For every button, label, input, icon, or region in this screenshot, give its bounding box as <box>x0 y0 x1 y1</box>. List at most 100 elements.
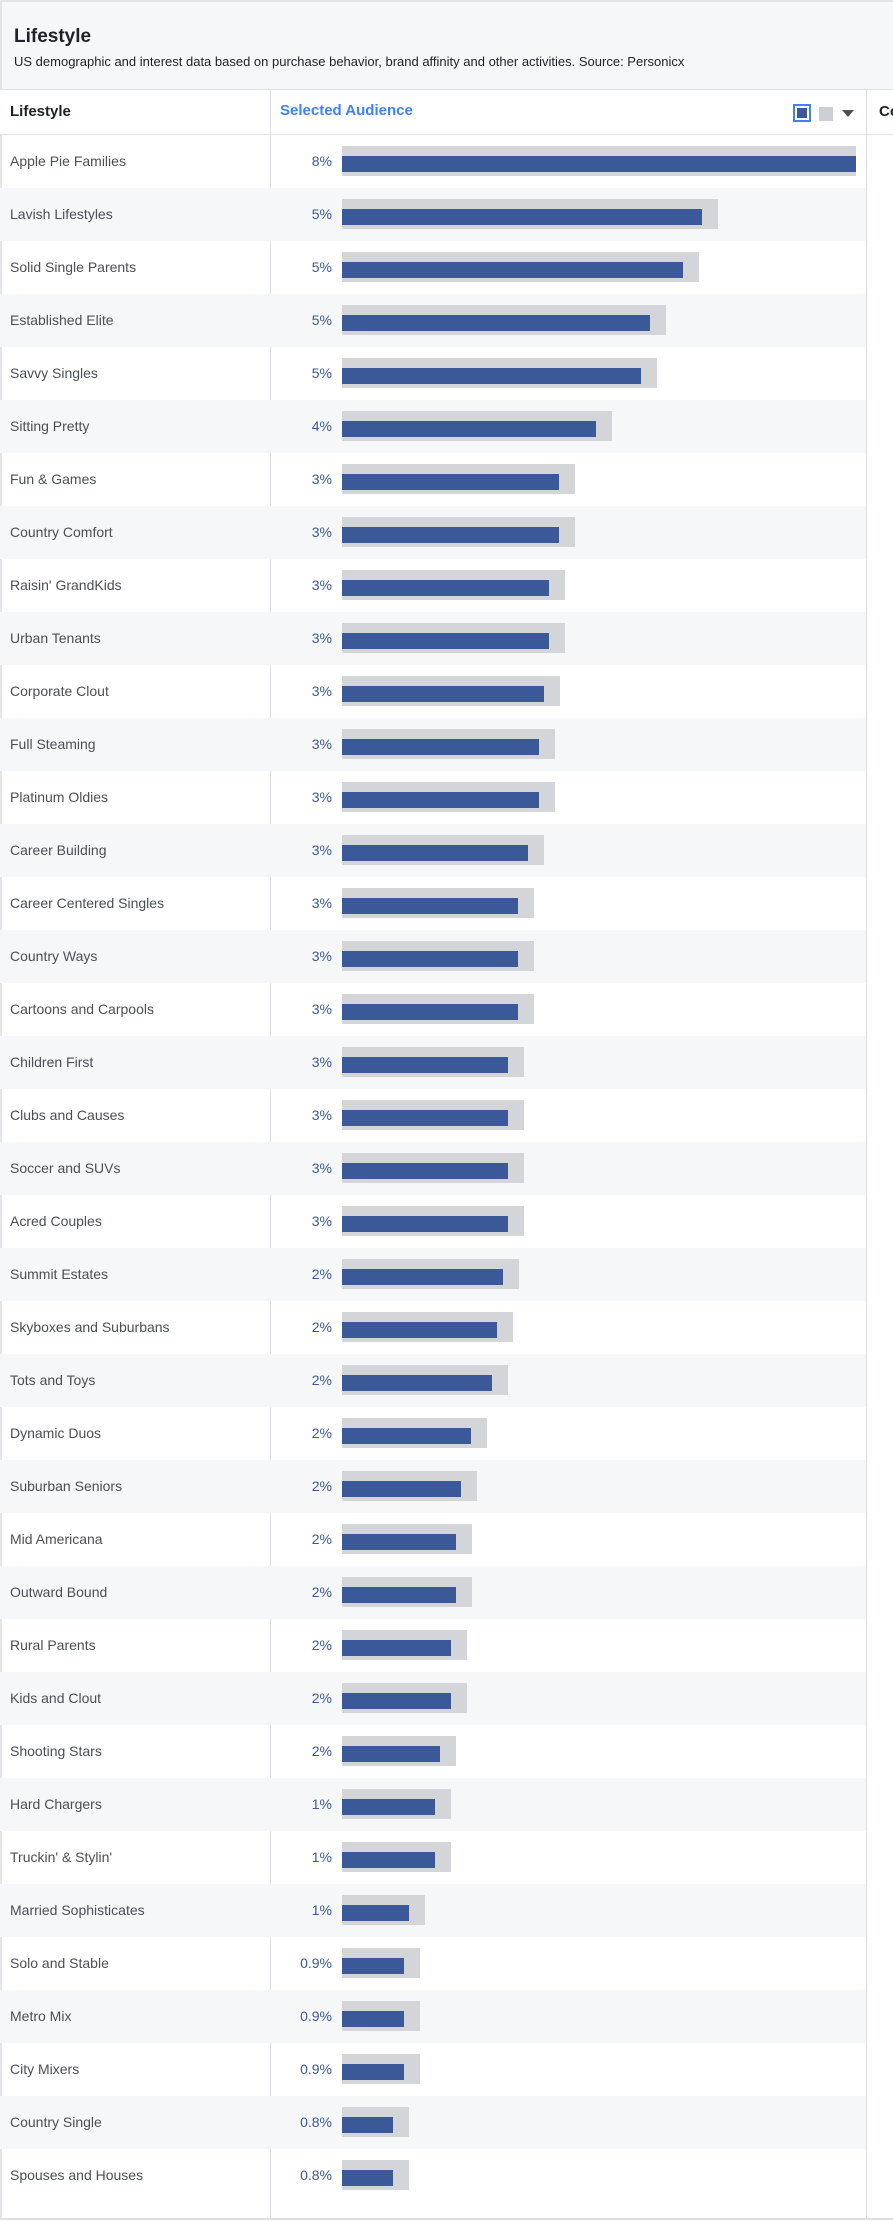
compare-view-icon[interactable] <box>819 107 833 121</box>
table-row: Truckin' & Stylin' 1% <box>0 1831 866 1884</box>
column-divider-right <box>866 90 867 2218</box>
table-row: Summit Estates 2% <box>0 1248 866 1301</box>
row-percentage: 2% <box>311 1743 332 1759</box>
bar-fill <box>342 1110 508 1126</box>
row-label: Solid Single Parents <box>10 259 137 275</box>
table-row: Career Centered Singles 3% <box>0 877 866 930</box>
chevron-down-icon[interactable] <box>842 110 854 117</box>
row-percentage: 1% <box>311 1902 332 1918</box>
bar-view-icon[interactable] <box>793 104 811 122</box>
table-row: Skyboxes and Suburbans 2% <box>0 1301 866 1354</box>
table-row: Mid Americana 2% <box>0 1513 866 1566</box>
table-row: Cartoons and Carpools 3% <box>0 983 866 1036</box>
row-label: Career Centered Singles <box>10 895 165 911</box>
row-label: City Mixers <box>10 2061 80 2077</box>
row-label: Apple Pie Families <box>10 153 126 169</box>
table-row: Sitting Pretty 4% <box>0 400 866 453</box>
bar-fill <box>342 1004 518 1020</box>
section-title: Lifestyle <box>14 26 92 47</box>
row-label: Country Comfort <box>10 524 113 540</box>
row-percentage: 2% <box>311 1531 332 1547</box>
bar-fill <box>342 1375 492 1391</box>
row-percentage: 3% <box>311 471 332 487</box>
row-percentage: 3% <box>311 1107 332 1123</box>
row-label: Skyboxes and Suburbans <box>10 1319 170 1335</box>
table-row: Tots and Toys 2% <box>0 1354 866 1407</box>
bar-fill <box>342 686 544 702</box>
bar-fill <box>342 1057 508 1073</box>
table-row: Country Ways 3% <box>0 930 866 983</box>
bar-fill <box>342 2170 393 2186</box>
bar-fill <box>342 474 559 490</box>
row-label: Shooting Stars <box>10 1743 102 1759</box>
row-label: Full Steaming <box>10 736 96 752</box>
table-row: Acred Couples 3% <box>0 1195 866 1248</box>
row-label: Urban Tenants <box>10 630 101 646</box>
bar-fill <box>342 1534 456 1550</box>
table-row: Savvy Singles 5% <box>0 347 866 400</box>
row-percentage: 3% <box>311 524 332 540</box>
row-percentage: 0.9% <box>300 2061 332 2077</box>
bar-fill <box>342 739 539 755</box>
table-row: Shooting Stars 2% <box>0 1725 866 1778</box>
section-header: Lifestyle US demographic and interest da… <box>2 2 893 90</box>
table-row: Lavish Lifestyles 5% <box>0 188 866 241</box>
table-row: Full Steaming 3% <box>0 718 866 771</box>
row-percentage: 0.8% <box>300 2114 332 2130</box>
row-percentage: 3% <box>311 736 332 752</box>
bar-fill <box>342 1852 435 1868</box>
bar-fill <box>342 633 549 649</box>
table-row: Established Elite 5% <box>0 294 866 347</box>
table-row: Fun & Games 3% <box>0 453 866 506</box>
column-header-selected-audience[interactable]: Selected Audience <box>280 102 413 119</box>
table-row: Outward Bound 2% <box>0 1566 866 1619</box>
bar-fill <box>342 1163 508 1179</box>
row-percentage: 5% <box>311 206 332 222</box>
row-label: Children First <box>10 1054 94 1070</box>
table-row: Raisin' GrandKids 3% <box>0 559 866 612</box>
table-row: Married Sophisticates 1% <box>0 1884 866 1937</box>
row-label: Rural Parents <box>10 1637 96 1653</box>
table-row: Soccer and SUVs 3% <box>0 1142 866 1195</box>
table-row: Clubs and Causes 3% <box>0 1089 866 1142</box>
table-row: Solo and Stable 0.9% <box>0 1937 866 1990</box>
row-percentage: 3% <box>311 948 332 964</box>
bar-fill <box>342 1693 451 1709</box>
row-label: Country Ways <box>10 948 98 964</box>
row-percentage: 1% <box>311 1796 332 1812</box>
table-row: Urban Tenants 3% <box>0 612 866 665</box>
bar-fill <box>342 527 559 543</box>
bar-fill <box>342 1428 471 1444</box>
table-row: Kids and Clout 2% <box>0 1672 866 1725</box>
table-row: Hard Chargers 1% <box>0 1778 866 1831</box>
table-row: Platinum Oldies 3% <box>0 771 866 824</box>
row-percentage: 3% <box>311 842 332 858</box>
row-percentage: 3% <box>311 1054 332 1070</box>
row-label: Married Sophisticates <box>10 1902 145 1918</box>
row-label: Established Elite <box>10 312 114 328</box>
row-label: Savvy Singles <box>10 365 98 381</box>
bar-fill <box>342 2064 404 2080</box>
bar-fill <box>342 315 650 331</box>
bar-fill <box>342 898 518 914</box>
table-row: City Mixers 0.9% <box>0 2043 866 2096</box>
row-percentage: 3% <box>311 895 332 911</box>
row-label: Tots and Toys <box>10 1372 96 1388</box>
table-row: Metro Mix 0.9% <box>0 1990 866 2043</box>
row-label: Corporate Clout <box>10 683 109 699</box>
row-label: Truckin' & Stylin' <box>10 1849 113 1865</box>
bar-fill <box>342 2117 393 2133</box>
row-percentage: 3% <box>311 683 332 699</box>
table-bottom-border <box>0 2218 893 2220</box>
row-label: Fun & Games <box>10 471 97 487</box>
table-row: Dynamic Duos 2% <box>0 1407 866 1460</box>
row-label: Sitting Pretty <box>10 418 90 434</box>
bar-fill <box>342 262 683 278</box>
table-row: Suburban Seniors 2% <box>0 1460 866 1513</box>
row-label: Summit Estates <box>10 1266 109 1282</box>
bar-fill <box>342 421 596 437</box>
row-percentage: 2% <box>311 1584 332 1600</box>
row-percentage: 5% <box>311 365 332 381</box>
row-percentage: 3% <box>311 1160 332 1176</box>
row-label: Soccer and SUVs <box>10 1160 121 1176</box>
